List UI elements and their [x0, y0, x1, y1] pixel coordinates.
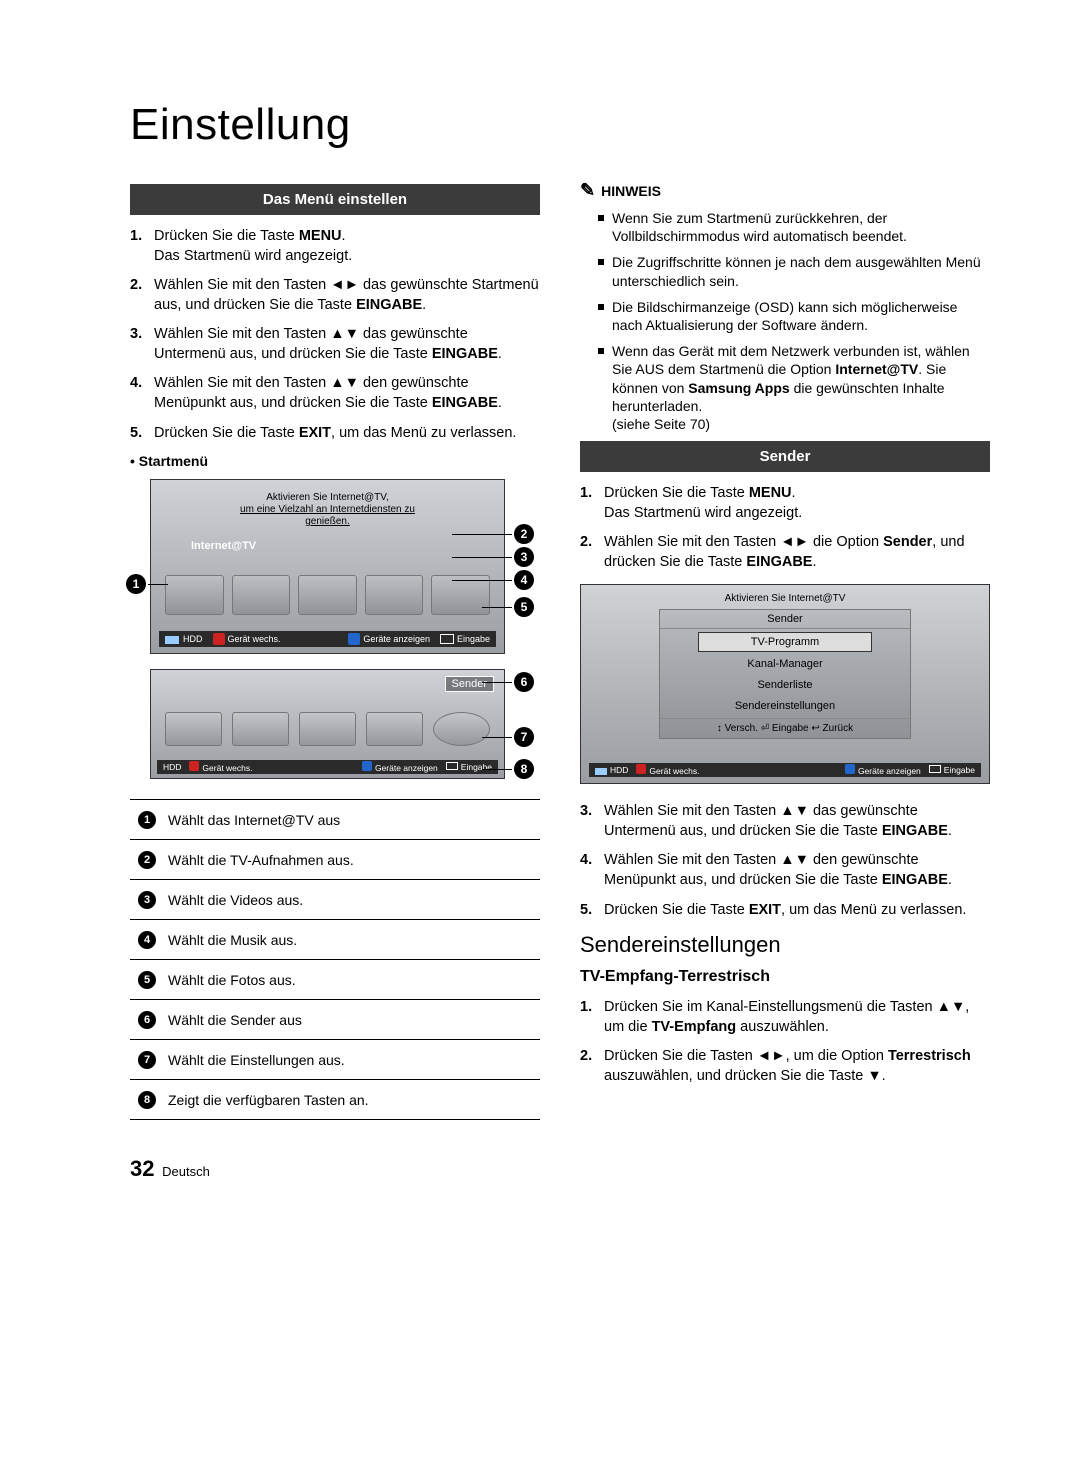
step-item: 1.Drücken Sie die Taste MENU.Das Startme… — [580, 484, 990, 523]
legend-row: 7Wählt die Einstellungen aus. — [130, 1040, 540, 1080]
bar-key-d: Geräte anzeigen — [348, 633, 430, 645]
fig1-banner: Aktivieren Sie Internet@TV, um eine Viel… — [239, 492, 416, 528]
bar-key-d: Geräte anzeigen — [362, 761, 438, 773]
subhead-startmenu: Startmenü — [130, 453, 540, 469]
fig1-internet-label: Internet@TV — [191, 540, 256, 552]
bar-key-a: Gerät wechs. — [636, 764, 699, 776]
fig1-icons — [165, 567, 490, 623]
bar-hdd: HDD — [163, 762, 181, 772]
callout-6: 6 — [514, 672, 534, 692]
fig3-banner: Aktivieren Sie Internet@TV — [725, 593, 846, 604]
legend-row: 5Wählt die Fotos aus. — [130, 960, 540, 1000]
legend-row: 2Wählt die TV-Aufnahmen aus. — [130, 840, 540, 880]
fig2-bottom-bar: HDD Gerät wechs. Geräte anzeigen Eingabe — [157, 760, 498, 774]
hinweis-item: Wenn das Gerät mit dem Netzwerk verbunde… — [598, 342, 990, 433]
icon-music — [365, 575, 424, 615]
manual-page: Einstellung Das Menü einstellen 1.Drücke… — [0, 0, 1080, 1222]
step-item: 1.Drücken Sie die Taste MENU.Das Startme… — [130, 227, 540, 266]
sender-steps-2: 3.Wählen Sie mit den Tasten ▲▼ das gewün… — [580, 802, 990, 920]
hinweis-label: HINWEIS — [601, 183, 661, 199]
legend-row: 1Wählt das Internet@TV aus — [130, 800, 540, 840]
fig1-banner-l2: um eine Vielzahl an Internetdiensten zu … — [239, 504, 416, 528]
step-item: 4.Wählen Sie mit den Tasten ▲▼ den gewün… — [130, 374, 540, 413]
legend-table: 1Wählt das Internet@TV aus2Wählt die TV-… — [130, 799, 540, 1120]
tv-empfang-steps: 1.Drücken Sie im Kanal-Einstellungsmenü … — [580, 998, 990, 1086]
section-header-sender: Sender — [580, 441, 990, 472]
hinweis-item: Wenn Sie zum Startmenü zurückkehren, der… — [598, 209, 990, 245]
icon-d — [366, 712, 423, 746]
section-header-menu: Das Menü einstellen — [130, 184, 540, 215]
bar-key-a: Gerät wechs. — [189, 761, 252, 773]
step-item: 2.Wählen Sie mit den Tasten ◄► das gewün… — [130, 276, 540, 315]
callout-8: 8 — [514, 759, 534, 779]
two-column-layout: Das Menü einstellen 1.Drücken Sie die Ta… — [130, 180, 990, 1120]
page-lang: Deutsch — [162, 1164, 210, 1179]
hinweis-item: Die Bildschirmanzeige (OSD) kann sich mö… — [598, 298, 990, 334]
step-item: 1.Drücken Sie im Kanal-Einstellungsmenü … — [580, 998, 990, 1037]
fig3-bottom-bar: HDD Gerät wechs. Geräte anzeigen Eingabe — [589, 763, 981, 777]
heading-sendereinstellungen: Sendereinstellungen — [580, 932, 990, 958]
heading-tv-empfang: TV-Empfang-Terrestrisch — [580, 968, 990, 986]
step-item: 2.Wählen Sie mit den Tasten ◄► die Optio… — [580, 533, 990, 572]
callout-3: 3 — [514, 547, 534, 567]
icon-videos — [298, 575, 357, 615]
callout-2: 2 — [514, 524, 534, 544]
step-item: 4.Wählen Sie mit den Tasten ▲▼ den gewün… — [580, 851, 990, 890]
fig3-menu-item: Kanal-Manager — [698, 655, 872, 673]
callout-5: 5 — [514, 597, 534, 617]
page-footer: 32 Deutsch — [130, 1156, 990, 1182]
step-item: 3.Wählen Sie mit den Tasten ▲▼ das gewün… — [130, 325, 540, 364]
step-item: 5.Drücken Sie die Taste EXIT, um das Men… — [580, 901, 990, 921]
hinweis-list: Wenn Sie zum Startmenü zurückkehren, der… — [580, 209, 990, 433]
bar-key-d: Geräte anzeigen — [845, 764, 921, 776]
legend-row: 3Wählt die Videos aus. — [130, 880, 540, 920]
fig3-menu: Sender TV-Programm Kanal-Manager Senderlis… — [659, 609, 911, 739]
step-item: 5.Drücken Sie die Taste EXIT, um das Men… — [130, 424, 540, 444]
icon-tv-rec — [232, 575, 291, 615]
bar-key-e: Eingabe — [440, 634, 490, 644]
figure-1-wrap: Aktivieren Sie Internet@TV, um eine Viel… — [130, 479, 540, 654]
fig3-menu-item: Senderliste — [698, 676, 872, 694]
callout-4: 4 — [514, 570, 534, 590]
icon-internet — [165, 575, 224, 615]
bar-hdd: HDD — [165, 634, 203, 644]
figure-sender-menu: Aktivieren Sie Internet@TV Sender TV-Pro… — [580, 584, 990, 784]
figure-startmenu: Aktivieren Sie Internet@TV, um eine Viel… — [150, 479, 505, 654]
fig1-bottom-bar: HDD Gerät wechs. Geräte anzeigen Eingabe — [159, 631, 496, 647]
callout-1: 1 — [126, 574, 146, 594]
icon-photos — [431, 575, 490, 615]
figure-sender: Sender HDD Gerät wechs. Geräte anzeigen … — [150, 669, 505, 779]
icon-c — [299, 712, 356, 746]
legend-row: 8Zeigt die verfügbaren Tasten an. — [130, 1080, 540, 1120]
fig2-icons — [165, 706, 490, 752]
page-number: 32 — [130, 1156, 154, 1181]
note-icon: ✎ — [580, 180, 595, 201]
fig3-menu-foot: ↕ Versch. ⏎ Eingabe ↩ Zurück — [660, 718, 910, 738]
icon-a — [165, 712, 222, 746]
bar-key-e: Eingabe — [929, 765, 975, 775]
fig1-banner-l1: Aktivieren Sie Internet@TV, — [239, 492, 416, 504]
step-item: 3.Wählen Sie mit den Tasten ▲▼ das gewün… — [580, 802, 990, 841]
right-column: ✎ HINWEIS Wenn Sie zum Startmenü zurückk… — [580, 180, 990, 1120]
hinweis-heading: ✎ HINWEIS — [580, 180, 990, 201]
hinweis-item: Die Zugriffschritte können je nach dem a… — [598, 253, 990, 289]
sender-steps-1: 1.Drücken Sie die Taste MENU.Das Startme… — [580, 484, 990, 572]
step-item: 2.Drücken Sie die Tasten ◄►, um die Opti… — [580, 1047, 990, 1086]
bar-key-e: Eingabe — [446, 762, 492, 772]
fig3-menu-title: Sender — [660, 610, 910, 629]
icon-b — [232, 712, 289, 746]
bar-hdd: HDD — [595, 765, 628, 775]
fig3-menu-item: Sendereinstellungen — [698, 697, 872, 715]
menu-steps-list: 1.Drücken Sie die Taste MENU.Das Startme… — [130, 227, 540, 443]
legend-row: 6Wählt die Sender aus — [130, 1000, 540, 1040]
fig2-label: Sender — [445, 676, 494, 692]
legend-row: 4Wählt die Musik aus. — [130, 920, 540, 960]
bar-key-a: Gerät wechs. — [213, 633, 281, 645]
page-title: Einstellung — [130, 100, 990, 150]
figure-2-wrap: Sender HDD Gerät wechs. Geräte anzeigen … — [130, 669, 540, 779]
callout-7: 7 — [514, 727, 534, 747]
left-column: Das Menü einstellen 1.Drücken Sie die Ta… — [130, 180, 540, 1120]
fig3-menu-item: TV-Programm — [698, 632, 872, 652]
icon-settings — [433, 712, 490, 746]
